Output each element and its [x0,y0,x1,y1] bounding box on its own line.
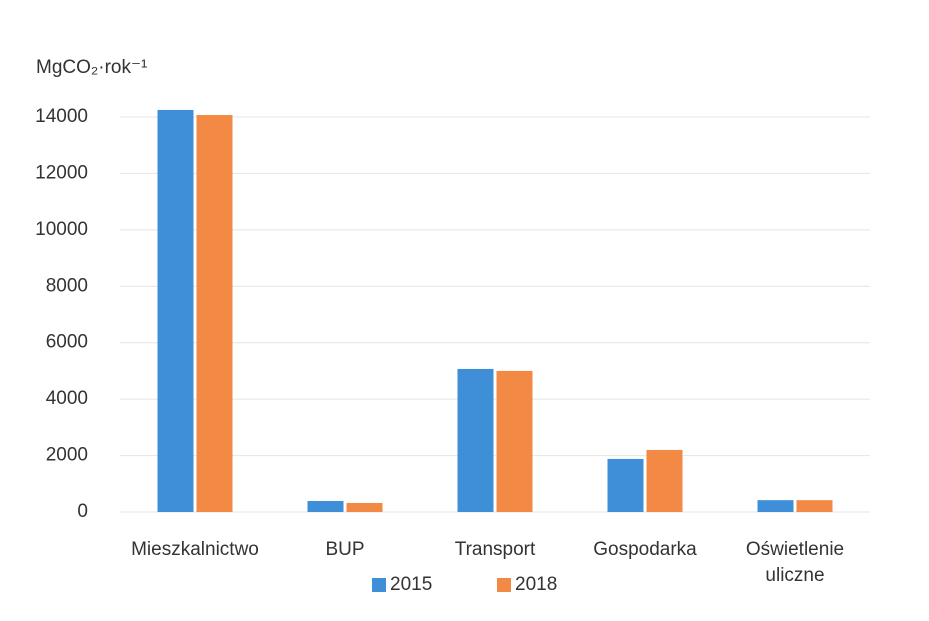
bar [796,500,833,512]
y-axis-label: MgCO₂·rok⁻¹ [36,57,147,78]
bar [346,502,383,512]
y-tick-label: 2000 [46,445,88,466]
x-tick-label: Transport [454,539,536,560]
legend-swatch [372,578,386,592]
y-tick-label: 14000 [35,106,88,127]
bar [607,458,644,512]
y-tick-label: 8000 [46,275,88,296]
y-tick-label: 6000 [46,332,88,353]
bar [646,449,683,512]
legend-swatch [497,578,511,592]
x-tick-label: BUP [325,539,365,560]
x-tick-label: Gospodarka [593,539,697,560]
bar [157,109,194,513]
y-tick-label: 4000 [46,388,88,409]
y-tick-label: 0 [77,501,88,522]
x-tick-label: Oświetlenie uliczne [745,539,845,586]
y-tick-label: 10000 [35,219,88,240]
legend-label: 2015 [390,574,432,595]
x-tick-label: Mieszkalnictwo [131,539,259,560]
y-tick-label: 12000 [35,162,88,183]
bar [457,368,494,512]
legend-label: 2018 [515,574,557,595]
bar [757,500,794,512]
bar [496,370,533,512]
bar [307,500,344,512]
bar [196,115,233,513]
